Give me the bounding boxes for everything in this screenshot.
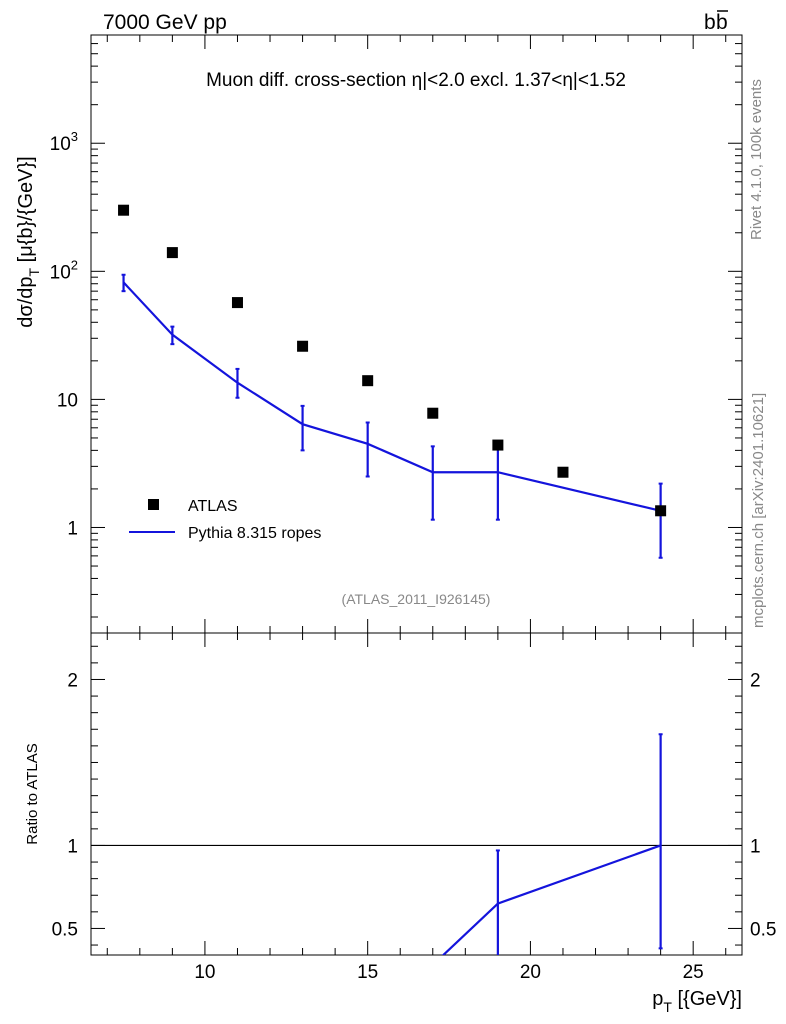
atlas-point [118, 204, 130, 216]
mcplots-label: mcplots.cern.ch [arXiv:2401.10621] [750, 393, 767, 628]
ratio-series [91, 733, 742, 955]
ratio-panel: 2 2 1 1 0.5 0.5 10 15 20 25 Ratio to ATLAS pT [{… [24, 632, 777, 1015]
ratio-ticks [91, 633, 742, 955]
x-tick-label: 20 [520, 962, 541, 983]
ratio-y-tick-label-right: 1 [750, 836, 761, 857]
main-y-tick-base: 10 [50, 134, 71, 155]
main-frame [90, 34, 743, 634]
x-tick-label: 25 [683, 962, 704, 983]
header-process-label: b b [704, 10, 728, 34]
main-y-tick-label: 1 [67, 518, 78, 539]
x-axis-label: pT [{GeV}] [652, 988, 742, 1015]
legend-atlas-label: ATLAS [188, 498, 238, 515]
atlas-point [557, 466, 569, 478]
ylabel-sub: T [26, 267, 42, 276]
ratio-y-tick-label-left: 0.5 [52, 919, 78, 940]
xlabel-sub: T [663, 999, 672, 1015]
analysis-watermark: (ATLAS_2011_I926145) [342, 591, 491, 607]
main-y-tick-base: 1 [67, 518, 78, 539]
xlabel-rest: [{GeV}] [672, 988, 742, 1010]
ylabel-rest: [μ{b}/{GeV}] [15, 156, 37, 268]
atlas-point [655, 505, 667, 517]
main-y-tick-label: 102 [50, 257, 78, 283]
atlas-point [231, 297, 243, 309]
atlas-point [427, 407, 439, 419]
chart-title: Muon diff. cross-section η|<2.0 excl. 1.… [206, 70, 626, 91]
legend-atlas-marker [148, 499, 159, 510]
main-ticks [91, 34, 742, 633]
legend: ATLAS Pythia 8.315 ropes [129, 498, 321, 542]
main-y-axis-label: dσ/dpT [μ{b}/{GeV}] [15, 156, 42, 327]
ratio-y-tick-labels: 2 2 1 1 0.5 0.5 [52, 670, 777, 940]
atlas-point [362, 375, 374, 387]
main-series [118, 204, 667, 559]
main-y-tick-base: 10 [57, 390, 78, 411]
ratio-y-axis-label: Ratio to ATLAS [24, 743, 41, 844]
ylabel-main: dσ/dp [15, 276, 37, 327]
ratio-y-tick-label-left: 2 [67, 670, 78, 691]
main-y-tick-label: 10 [57, 390, 78, 411]
ratio-series-group [441, 733, 663, 955]
header-process-bbar: b [716, 11, 728, 34]
main-y-tick-base: 10 [50, 262, 71, 283]
main-y-tick-label: 103 [50, 129, 78, 155]
legend-pythia-label: Pythia 8.315 ropes [188, 525, 321, 542]
header-beam-label: 7000 GeV pp [103, 11, 227, 34]
atlas-point [297, 340, 309, 352]
atlas-point [166, 247, 178, 259]
ratio-y-tick-label-left: 1 [67, 836, 78, 857]
main-y-tick-exp: 2 [71, 257, 78, 272]
ratio-line [441, 844, 661, 955]
x-tick-labels: 10 15 20 25 [194, 962, 703, 983]
pythia-line [122, 281, 661, 512]
header-process-b: b [704, 11, 716, 34]
ratio-y-tick-label-right: 2 [750, 670, 761, 691]
ratio-y-tick-label-right: 0.5 [750, 919, 776, 940]
x-tick-label: 15 [357, 962, 378, 983]
x-tick-label: 10 [194, 962, 215, 983]
xlabel-main: p [652, 988, 663, 1010]
ratio-frame [90, 632, 743, 956]
svg-text:dσ/dpT [μ{b}/{GeV}]: dσ/dpT [μ{b}/{GeV}] [15, 156, 42, 327]
atlas-point [492, 439, 504, 451]
main-y-tick-exp: 3 [71, 129, 78, 144]
rivet-version-label: Rivet 4.1.0, 100k events [748, 79, 765, 240]
